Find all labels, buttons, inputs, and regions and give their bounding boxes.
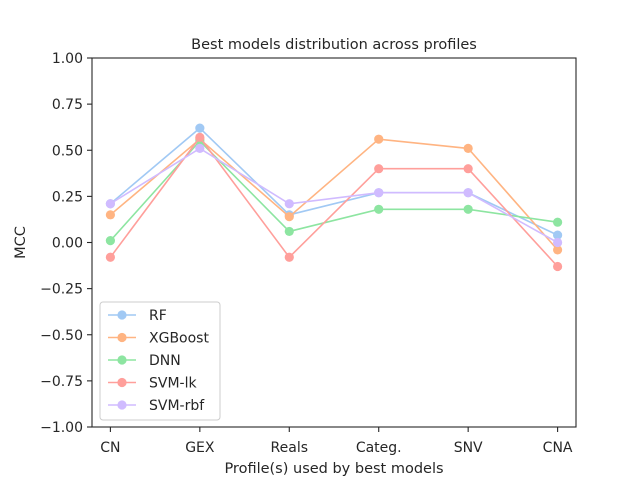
- data-point: [374, 164, 384, 174]
- x-tick-label: SNV: [454, 440, 483, 456]
- data-point: [105, 236, 115, 246]
- legend-item: SVM-rbf: [108, 398, 205, 414]
- x-tick-label: Categ.: [356, 440, 402, 456]
- series-xgboost: [105, 134, 563, 255]
- legend-label: SVM-rbf: [149, 398, 205, 414]
- y-tick-label: −1.00: [40, 420, 83, 436]
- data-point: [463, 164, 473, 174]
- data-point: [195, 132, 205, 142]
- y-axis-label: MCC: [13, 226, 29, 259]
- series-dnn: [105, 136, 563, 246]
- y-axis-ticks: −1.00 −0.75 −0.50 −0.25 0.00 0.25 0.50 0.75 1.00: [40, 51, 92, 436]
- legend-marker: [117, 310, 127, 320]
- x-tick-label: CNA: [543, 440, 573, 456]
- y-tick-label: 0.50: [52, 143, 83, 159]
- legend-marker: [117, 377, 127, 388]
- data-point: [284, 252, 294, 262]
- series-svm-rbf: [105, 143, 563, 248]
- x-tick-label: CN: [100, 440, 120, 456]
- data-point: [284, 199, 294, 209]
- y-tick-label: 0.25: [52, 189, 83, 205]
- legend-label: RF: [149, 308, 167, 324]
- legend-marker: [117, 400, 127, 410]
- legend-label: DNN: [149, 353, 181, 369]
- y-tick-label: −0.25: [40, 282, 83, 298]
- data-point: [284, 226, 294, 237]
- y-tick-label: −0.75: [40, 374, 83, 390]
- y-tick-label: 0.00: [52, 236, 83, 252]
- y-tick-label: 1.00: [52, 51, 83, 67]
- legend-item: XGBoost: [108, 331, 209, 347]
- series-line: [109, 138, 559, 251]
- legend-box: [99, 301, 221, 421]
- data-point: [553, 217, 563, 227]
- data-point: [463, 204, 473, 214]
- chart-title: Best models distribution across profiles: [191, 37, 477, 53]
- data-point: [374, 188, 384, 198]
- legend-label: SVM-lk: [149, 376, 197, 392]
- series-svm-lk: [105, 132, 563, 272]
- legend-item: DNN: [108, 353, 181, 369]
- data-point: [195, 143, 205, 154]
- data-point: [553, 261, 563, 272]
- data-point: [105, 210, 115, 220]
- series-line: [109, 127, 558, 236]
- y-tick-label: 0.75: [52, 97, 83, 113]
- x-axis-label: Profile(s) used by best models: [224, 461, 443, 477]
- series-line: [109, 139, 558, 242]
- data-point: [374, 204, 384, 214]
- legend-item: SVM-lk: [108, 376, 197, 392]
- data-point: [553, 230, 563, 240]
- data-point: [374, 134, 384, 144]
- legend-label: XGBoost: [149, 331, 209, 347]
- x-axis-ticks: CN GEX Reals Categ. SNV CNA: [100, 427, 573, 456]
- series-layer: [105, 123, 563, 272]
- legend: RF XGBoost DNN SVM-lk SVM-rbf: [99, 301, 221, 421]
- data-point: [105, 199, 115, 209]
- data-point: [195, 123, 205, 133]
- data-point: [463, 143, 473, 154]
- data-point: [105, 252, 115, 262]
- x-tick-label: GEX: [185, 440, 215, 456]
- y-tick-label: −0.50: [40, 328, 83, 344]
- data-point: [553, 237, 563, 248]
- x-tick-label: Reals: [271, 440, 308, 456]
- data-point: [284, 212, 294, 222]
- data-point: [553, 245, 563, 255]
- series-line: [109, 135, 559, 268]
- series-line: [109, 147, 558, 244]
- data-point: [463, 188, 473, 198]
- legend-marker: [117, 355, 127, 365]
- legend-item: RF: [108, 308, 167, 324]
- series-rf: [105, 123, 563, 240]
- legend-marker: [117, 332, 127, 343]
